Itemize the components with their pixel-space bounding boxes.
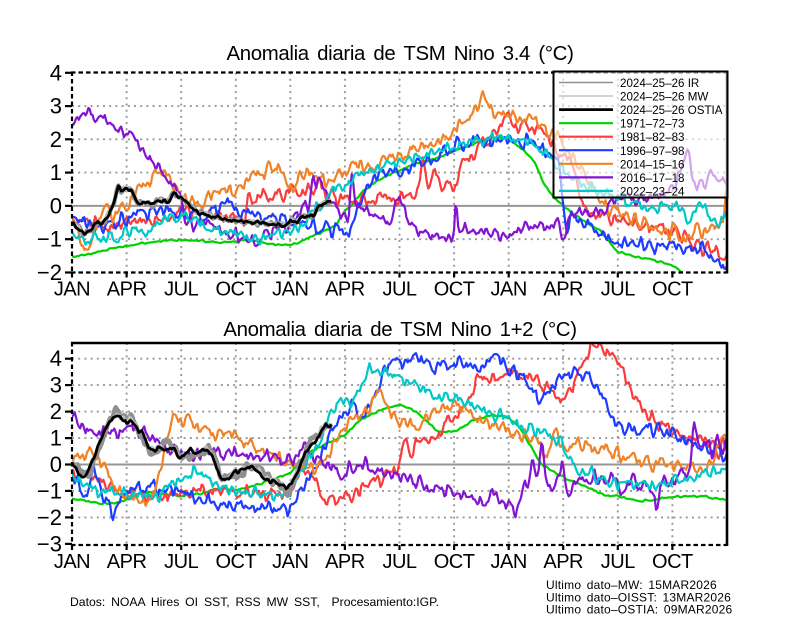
svg-text:1981–82–83: 1981–82–83: [620, 131, 684, 144]
svg-text:4: 4: [50, 346, 62, 371]
svg-text:OCT: OCT: [434, 279, 475, 301]
svg-text:APR: APR: [543, 551, 583, 573]
svg-text:JUL: JUL: [382, 551, 416, 573]
svg-text:Ultimo dato–OISST: 13MAR2026: Ultimo dato–OISST: 13MAR2026: [546, 591, 731, 605]
svg-text:3: 3: [50, 373, 62, 398]
svg-text:JAN: JAN: [491, 279, 527, 301]
svg-text:2024–25–26 OSTIA: 2024–25–26 OSTIA: [620, 104, 723, 117]
svg-text:2: 2: [50, 127, 62, 152]
svg-text:Ultimo dato–MW: 15MAR2026: Ultimo dato–MW: 15MAR2026: [546, 578, 717, 592]
svg-text:APR: APR: [325, 551, 365, 573]
svg-text:APR: APR: [107, 551, 147, 573]
svg-text:JUL: JUL: [382, 279, 416, 301]
svg-text:1: 1: [50, 160, 62, 185]
svg-text:2016–17–18: 2016–17–18: [620, 172, 684, 185]
svg-text:JUL: JUL: [601, 551, 635, 573]
svg-text:APR: APR: [325, 279, 365, 301]
svg-text:JUL: JUL: [164, 279, 198, 301]
svg-text:APR: APR: [543, 279, 583, 301]
svg-text:−3: −3: [37, 531, 62, 556]
svg-text:JUL: JUL: [601, 279, 635, 301]
svg-text:3: 3: [50, 94, 62, 119]
svg-text:−2: −2: [37, 260, 62, 285]
svg-text:Anomalia diaria de TSM Nino 3.: Anomalia diaria de TSM Nino 3.4 (°C): [226, 43, 573, 65]
svg-text:−1: −1: [37, 227, 62, 252]
svg-text:OCT: OCT: [215, 279, 256, 301]
svg-text:2022–23–24: 2022–23–24: [620, 185, 685, 198]
svg-text:JAN: JAN: [491, 551, 527, 573]
svg-text:1: 1: [50, 426, 62, 451]
svg-text:0: 0: [50, 452, 62, 477]
svg-text:JAN: JAN: [272, 279, 308, 301]
svg-text:OCT: OCT: [652, 551, 693, 573]
svg-text:OCT: OCT: [434, 551, 475, 573]
svg-text:2024–25–26 MW: 2024–25–26 MW: [620, 91, 708, 104]
svg-text:OCT: OCT: [652, 279, 693, 301]
svg-text:1996–97–98: 1996–97–98: [620, 145, 684, 158]
svg-text:JAN: JAN: [54, 279, 90, 301]
svg-text:JAN: JAN: [272, 551, 308, 573]
svg-text:2: 2: [50, 399, 62, 424]
svg-text:JAN: JAN: [54, 551, 90, 573]
svg-text:APR: APR: [107, 279, 147, 301]
svg-text:1971–72–73: 1971–72–73: [620, 118, 684, 131]
svg-text:0: 0: [50, 193, 62, 218]
svg-text:2024–25–26 IR: 2024–25–26 IR: [620, 77, 699, 90]
svg-text:2014–15–16: 2014–15–16: [620, 158, 684, 171]
svg-text:−2: −2: [37, 505, 62, 530]
svg-text:Anomalia diaria de TSM Nino 1+: Anomalia diaria de TSM Nino 1+2 (°C): [223, 319, 576, 341]
svg-text:Datos: NOAA Hires OI SST, RSS: Datos: NOAA Hires OI SST, RSS MW SST, Pr…: [70, 595, 439, 609]
svg-text:Ultimo dato–OSTIA: 09MAR2026: Ultimo dato–OSTIA: 09MAR2026: [546, 603, 732, 617]
svg-text:4: 4: [50, 60, 62, 85]
svg-text:JUL: JUL: [164, 551, 198, 573]
svg-text:OCT: OCT: [215, 551, 256, 573]
svg-text:−1: −1: [37, 478, 62, 503]
